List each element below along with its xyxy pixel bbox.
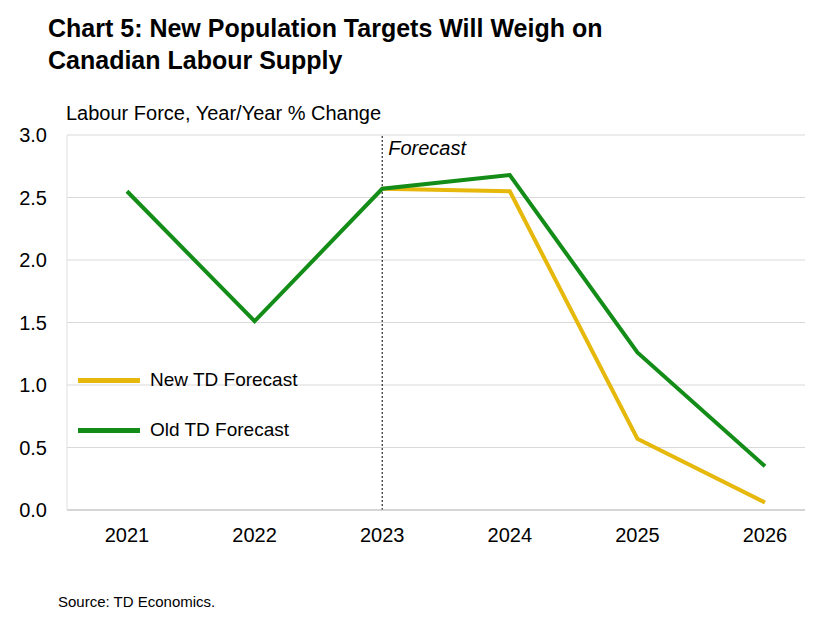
svg-text:0.5: 0.5 [19,437,47,459]
svg-text:1.0: 1.0 [19,374,47,396]
svg-text:1.5: 1.5 [19,312,47,334]
svg-text:2022: 2022 [232,524,277,546]
svg-text:2026: 2026 [743,524,788,546]
html-text:Labour Force, Year/Year % Chan: Labour Force, Year/Year % Change [66,102,381,124]
html-text:Source: TD Economics.: Source: TD Economics. [58,593,216,610]
html-text:Old TD Forecast: Old TD Forecast [150,419,289,440]
svg-text:2.0: 2.0 [19,249,47,271]
svg-text:2023: 2023 [360,524,405,546]
html-text:Chart 5: New Population Target: Chart 5: New Population Targets Will Wei… [48,14,603,74]
svg-text:Forecast: Forecast [388,137,467,159]
svg-text:2021: 2021 [105,524,150,546]
svg-text:2025: 2025 [615,524,660,546]
html-text:New TD Forecast: New TD Forecast [150,369,298,390]
svg-text:2024: 2024 [488,524,533,546]
svg-text:2.5: 2.5 [19,187,47,209]
svg-text:3.0: 3.0 [19,124,47,146]
svg-text:0.0: 0.0 [19,499,47,521]
